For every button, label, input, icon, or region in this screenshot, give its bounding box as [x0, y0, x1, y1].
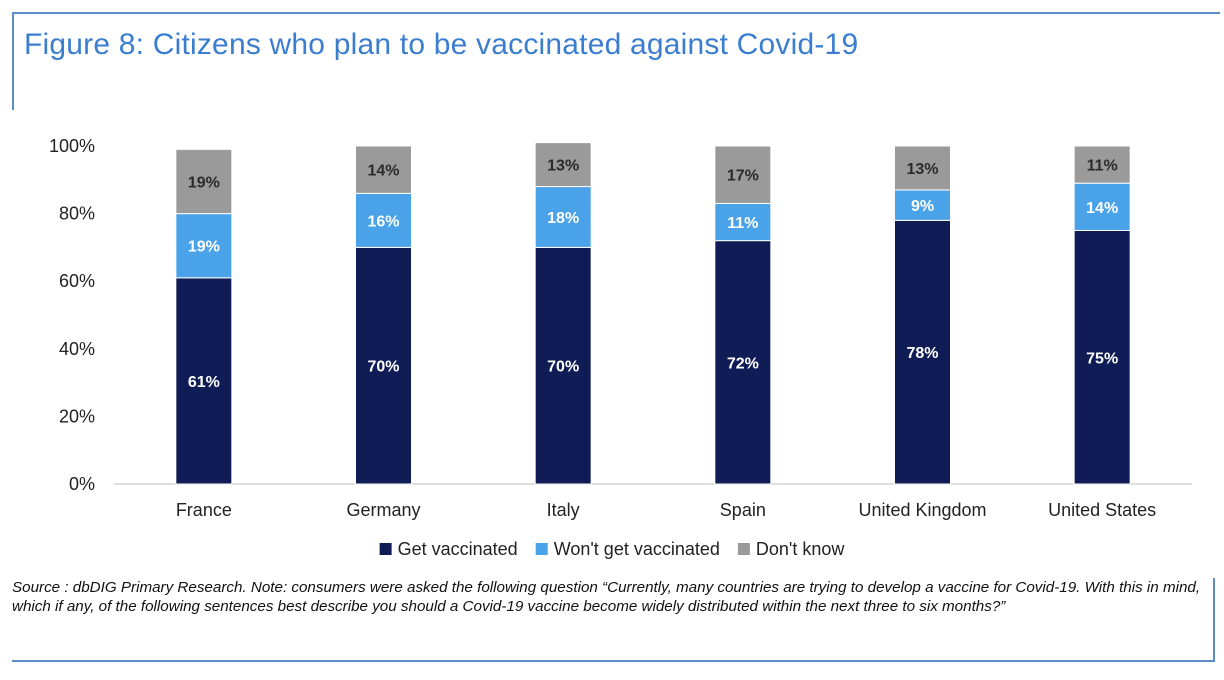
y-tick-label: 40%	[59, 339, 95, 359]
data-label: 70%	[547, 359, 579, 376]
bar-segment	[534, 246, 592, 485]
y-tick-label: 100%	[49, 136, 95, 156]
legend-label: Don't know	[756, 539, 845, 559]
data-label: 19%	[188, 174, 220, 191]
bar-segment	[894, 145, 951, 191]
frame-left-rule	[12, 12, 14, 110]
data-label: 16%	[367, 213, 399, 230]
data-label: 13%	[906, 161, 938, 178]
bar-segment	[894, 219, 951, 485]
legend-swatch	[379, 543, 392, 555]
legend-swatch	[737, 543, 750, 555]
data-label: 9%	[911, 198, 934, 215]
data-label: 61%	[188, 374, 220, 391]
x-tick-label: United Kingdom	[858, 500, 986, 520]
x-tick-label: France	[176, 500, 232, 520]
data-label: 75%	[1086, 350, 1118, 367]
data-label: 72%	[727, 355, 759, 372]
bar-segment	[355, 145, 412, 194]
x-tick-label: Spain	[720, 500, 766, 520]
data-label: 13%	[547, 158, 579, 175]
chart-title: Figure 8: Citizens who plan to be vaccin…	[24, 28, 859, 61]
data-label: 70%	[367, 359, 399, 376]
y-tick-label: 80%	[59, 204, 95, 224]
data-label: 11%	[727, 215, 758, 232]
legend-label: Won't get vaccinated	[554, 539, 720, 559]
x-tick-label: Germany	[346, 500, 420, 520]
bar-segment	[175, 148, 233, 215]
bar-segment	[714, 145, 772, 204]
bar-segment	[714, 240, 772, 485]
bar-segment	[175, 213, 233, 279]
data-label: 18%	[547, 210, 579, 227]
frame-top-rule	[12, 12, 1220, 14]
legend-label: Get vaccinated	[398, 539, 518, 559]
bar-segment	[355, 246, 412, 485]
bar-segment	[355, 192, 412, 248]
bar-segment	[1073, 145, 1131, 184]
legend-swatch	[535, 543, 548, 555]
data-label: 14%	[1086, 200, 1118, 217]
x-tick-label: Italy	[547, 500, 580, 520]
bar-segment	[1073, 182, 1131, 231]
bar-segment	[175, 277, 233, 485]
frame-bottom-rule	[12, 660, 1215, 662]
x-tick-label: United States	[1048, 500, 1156, 520]
bar-segment	[1073, 230, 1131, 485]
data-label: 19%	[188, 239, 220, 256]
data-label: 14%	[367, 163, 399, 180]
bar-segment	[534, 142, 592, 188]
data-label: 78%	[906, 345, 938, 362]
y-tick-label: 60%	[59, 271, 95, 291]
frame-right-rule	[1213, 578, 1215, 662]
y-tick-label: 20%	[59, 406, 95, 426]
y-tick-label: 0%	[69, 474, 95, 494]
stacked-bar-chart: 0% 20% 40% 60% 80% 100% 61% 19% 19% France 70% 16% 1…	[49, 136, 1192, 559]
data-label: 11%	[1087, 158, 1118, 175]
data-label: 17%	[727, 168, 759, 185]
bar-segment	[714, 202, 772, 242]
source-note: Source : dbDIG Primary Research. Note: c…	[12, 579, 1201, 615]
